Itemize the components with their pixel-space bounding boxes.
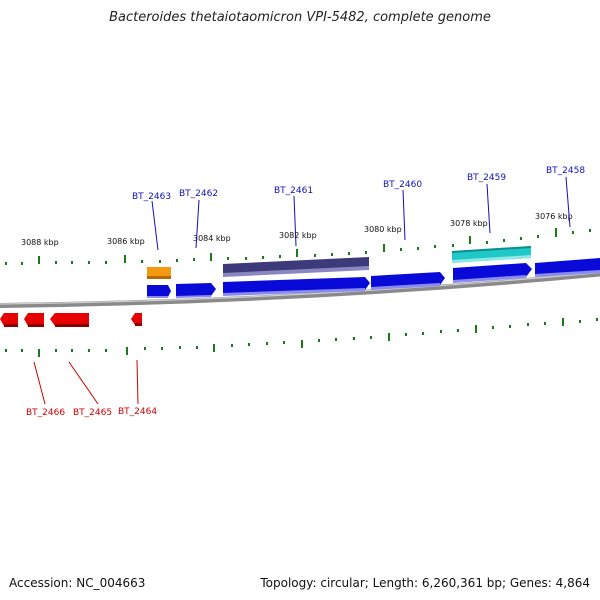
gene-bt-2462[interactable] (176, 283, 216, 297)
orange-feature[interactable] (147, 267, 171, 279)
slate-feature[interactable] (223, 257, 369, 277)
genome-summary-text: Topology: circular; Length: 6,260,361 bp… (260, 576, 590, 590)
gene-bt-2466a[interactable] (0, 313, 18, 326)
scale-label: 3084 kbp (193, 234, 231, 243)
gene-label-bt-2464[interactable]: BT_2464 (118, 407, 157, 417)
gene-label-bt-2466[interactable]: BT_2466 (26, 408, 65, 418)
gene-label-bt-2459[interactable]: BT_2459 (467, 173, 506, 183)
forward-gene-shadows (147, 270, 600, 298)
gene-bt-2463[interactable] (147, 285, 171, 297)
scale-label: 3088 kbp (21, 238, 59, 247)
lower-ticks (5, 318, 598, 357)
gene-label-bt-2465[interactable]: BT_2465 (73, 408, 112, 418)
reverse-genes (0, 313, 142, 326)
reverse-gene-shadows (4, 323, 142, 327)
gene-bt-2465[interactable] (50, 313, 89, 326)
scale-label: 3082 kbp (279, 231, 317, 240)
gene-bt-2464[interactable] (131, 313, 142, 325)
scale-label: 3080 kbp (364, 225, 402, 234)
gene-label-bt-2463[interactable]: BT_2463 (132, 192, 171, 202)
gene-label-bt-2461[interactable]: BT_2461 (274, 186, 313, 196)
genome-backbone (0, 271, 600, 308)
genome-backbone-highlight (0, 271, 600, 305)
reverse-label-leaders (33, 359, 139, 405)
gene-label-bt-2460[interactable]: BT_2460 (383, 180, 422, 190)
accession-text: Accession: NC_004663 (9, 576, 146, 590)
upper-ticks (5, 228, 591, 265)
forward-genes (147, 258, 600, 297)
map-title: Bacteroides thetaiotaomicron VPI-5482, c… (109, 10, 491, 25)
scale-label: 3086 kbp (107, 237, 145, 246)
gene-label-bt-2458[interactable]: BT_2458 (546, 166, 585, 176)
cyan-feature[interactable] (452, 246, 531, 263)
scale-label: 3076 kbp (535, 212, 573, 221)
gene-label-bt-2462[interactable]: BT_2462 (179, 189, 218, 199)
forward-label-leaders (151, 176, 571, 251)
scale-label: 3078 kbp (450, 219, 488, 228)
gene-bt-2466[interactable] (24, 313, 44, 326)
